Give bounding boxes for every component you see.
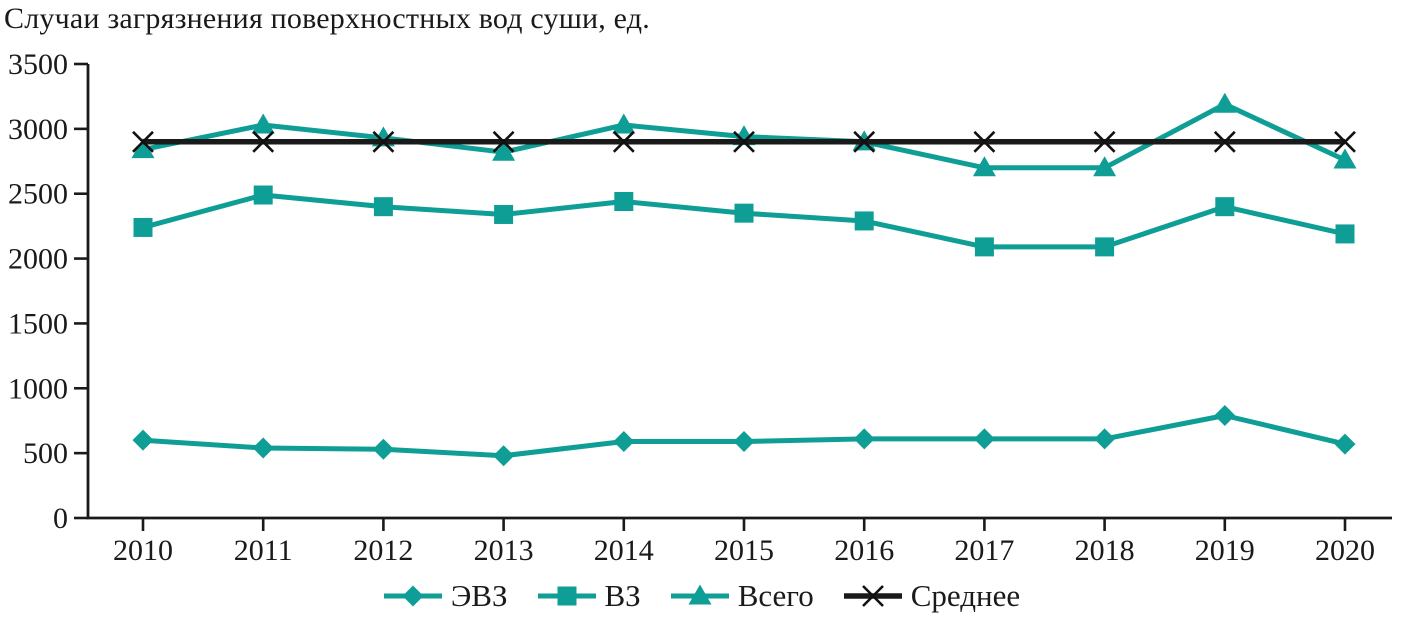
- x-tick-label: 2012: [353, 534, 413, 567]
- x-marker: [612, 130, 635, 153]
- triangle-marker: [612, 113, 636, 134]
- legend-item-0: ЭВЗ: [383, 578, 508, 614]
- series-Всего: [131, 92, 1357, 177]
- x-marker: [1334, 130, 1356, 153]
- diamond-marker: [1334, 433, 1356, 455]
- diamond-marker: [372, 438, 394, 460]
- diamond-marker: [1214, 405, 1236, 427]
- x-tick-label: 2016: [834, 534, 894, 567]
- y-tick-label: 1000: [8, 372, 68, 405]
- triangle-marker: [1093, 156, 1117, 177]
- diamond-marker: [733, 430, 755, 452]
- y-tick-label: 3000: [8, 113, 68, 146]
- legend-item-1: ВЗ: [537, 578, 641, 614]
- series-ЭВЗ: [132, 405, 1356, 467]
- square-marker: [614, 191, 634, 211]
- legend-item-3: Среднее: [843, 578, 1021, 614]
- x-marker: [372, 130, 395, 153]
- legend-item-2: Всего: [670, 578, 814, 614]
- x-tick-label: 2015: [714, 534, 774, 567]
- diamond-marker: [493, 445, 515, 467]
- x-marker: [861, 585, 884, 607]
- legend-label: ЭВЗ: [450, 578, 508, 613]
- triangle-marker: [251, 113, 275, 134]
- x-tick-label: 2010: [113, 534, 173, 567]
- square-marker: [133, 217, 153, 237]
- square-marker: [253, 185, 273, 205]
- y-tick-label: 3500: [8, 48, 68, 81]
- square-marker: [494, 204, 514, 224]
- x-tick-label: 2020: [1315, 534, 1375, 567]
- x-marker: [492, 130, 515, 153]
- triangle-marker: [1213, 92, 1237, 113]
- diamond-marker: [1094, 428, 1116, 450]
- square-marker: [373, 197, 393, 217]
- x-tick-label: 2019: [1195, 534, 1255, 567]
- x-marker: [252, 130, 275, 153]
- y-tick-label: 500: [23, 437, 68, 470]
- series-ВЗ: [133, 185, 1355, 257]
- square-marker: [1095, 237, 1115, 257]
- y-tick-label: 2000: [8, 243, 68, 276]
- legend-marker-square: [537, 586, 596, 606]
- legend-marker-triangle: [670, 584, 729, 605]
- x-tick-label: 2017: [954, 534, 1014, 567]
- x-tick-label: 2013: [474, 534, 534, 567]
- square-marker: [854, 211, 874, 231]
- diamond-marker: [252, 437, 274, 459]
- triangle-marker: [688, 584, 712, 605]
- y-tick-label: 0: [53, 502, 68, 535]
- x-marker: [1213, 130, 1236, 153]
- triangle-marker: [492, 140, 516, 161]
- triangle-marker: [972, 156, 996, 177]
- x-tick-label: 2014: [594, 534, 654, 567]
- legend-label: Всего: [737, 578, 814, 613]
- x-marker: [1093, 130, 1116, 153]
- chart-title: Случаи загрязнения поверхностных вод суш…: [4, 2, 650, 35]
- square-marker: [1215, 197, 1235, 217]
- x-marker: [973, 130, 996, 153]
- diamond-marker: [853, 428, 875, 450]
- legend-label: ВЗ: [604, 578, 641, 613]
- diamond-marker: [973, 428, 995, 450]
- legend-marker-x: [843, 585, 902, 607]
- triangle-marker: [1333, 148, 1357, 169]
- triangle-marker: [131, 138, 155, 159]
- square-marker: [557, 586, 576, 606]
- legend: ЭВЗ ВЗ Всего Среднее: [0, 578, 1404, 614]
- y-tick-label: 2500: [8, 178, 68, 211]
- x-marker: [733, 130, 755, 153]
- diamond-marker: [132, 429, 154, 451]
- x-tick-label: 2011: [234, 534, 293, 567]
- diamond-marker: [613, 430, 635, 452]
- square-marker: [974, 237, 994, 257]
- x-marker: [132, 130, 154, 153]
- square-marker: [1335, 224, 1355, 244]
- x-marker: [853, 130, 876, 153]
- legend-marker-diamond: [383, 585, 442, 607]
- legend-label: Среднее: [910, 578, 1021, 613]
- y-tick-label: 1500: [8, 307, 68, 340]
- series-Среднее: [132, 130, 1356, 153]
- square-marker: [734, 203, 754, 223]
- x-tick-label: 2018: [1075, 534, 1135, 567]
- diamond-marker: [402, 585, 424, 607]
